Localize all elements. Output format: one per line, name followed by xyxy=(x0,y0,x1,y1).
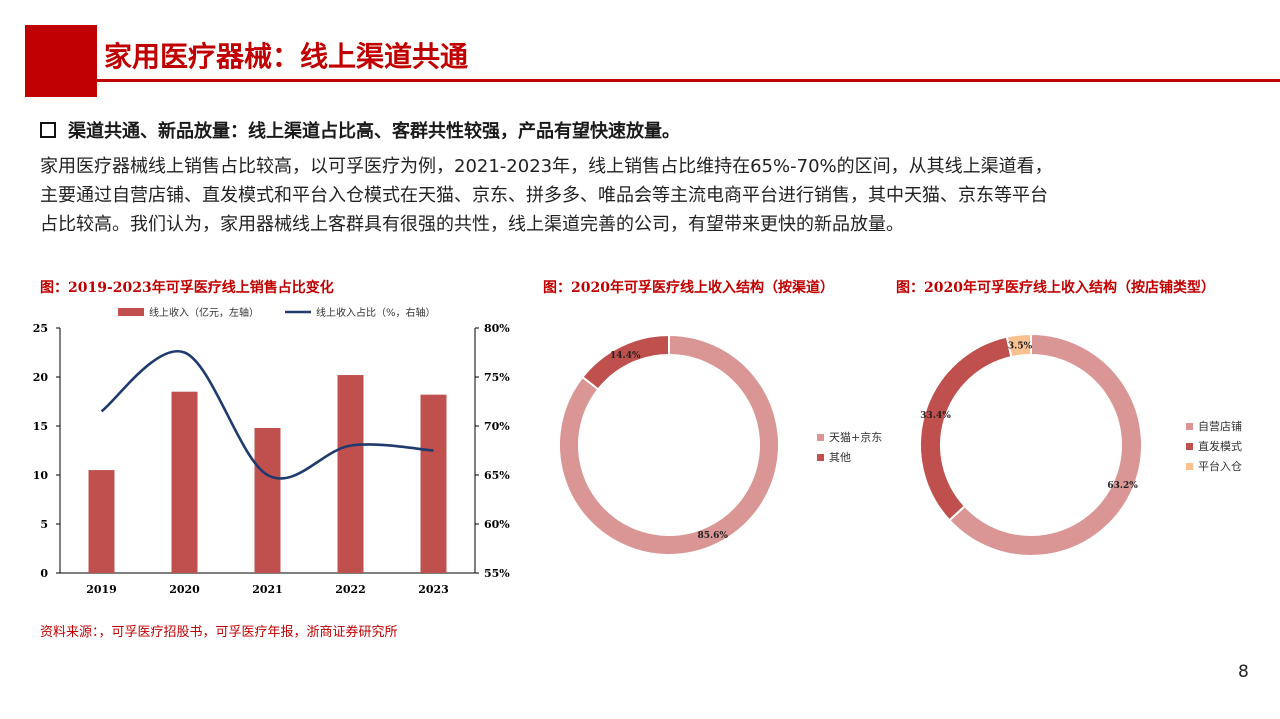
source-note: 资料来源：，可孚医疗招股书，可孚医疗年报，浙商证券研究所 xyxy=(40,625,398,640)
x-axis-tick-label: 2023 xyxy=(418,583,449,596)
right-axis-tick-label: 75% xyxy=(484,371,510,384)
legend-label-slice: 自营店铺 xyxy=(1198,419,1242,433)
page-number: 8 xyxy=(1238,662,1249,682)
body-paragraph: 家用医疗器械线上销售占比较高，以可孚医疗为例，2021-2023年，线上销售占比… xyxy=(40,152,1250,239)
bar-online-revenue xyxy=(88,470,115,573)
donut-data-label: 85.6% xyxy=(697,531,728,541)
x-axis-tick-label: 2022 xyxy=(335,583,366,596)
right-axis-tick-label: 55% xyxy=(484,567,510,580)
x-axis-tick-label: 2019 xyxy=(86,583,117,596)
body-line: 主要通过自营店铺、直发模式和平台入仓模式在天猫、京东、拼多多、唯品会等主流电商平… xyxy=(40,185,1048,206)
right-axis-tick-label: 70% xyxy=(484,420,510,433)
donut-data-label: 3.5% xyxy=(1008,342,1033,352)
donut-slice xyxy=(558,333,780,556)
bar-online-revenue xyxy=(254,427,281,573)
donut-data-label: 14.4% xyxy=(610,351,641,361)
donut-slice xyxy=(1005,332,1032,359)
line-online-share xyxy=(100,349,434,480)
body-line: 占比较高。我们认为，家用器械线上客群具有很强的共性，线上渠道完善的公司，有望带来… xyxy=(40,214,904,235)
legend-label-bar: 线上收入（亿元，左轴） xyxy=(149,306,259,319)
legend-label-slice: 平台入仓 xyxy=(1198,459,1242,473)
left-axis-tick-label: 5 xyxy=(40,518,48,531)
bar-online-revenue xyxy=(171,391,198,573)
legend-swatch-slice xyxy=(1186,423,1193,430)
page-title: 家用医疗器械：线上渠道共通 xyxy=(104,40,469,73)
key-point: 渠道共通、新品放量：线上渠道占比高、客群共性较强，产品有望快速放量。 xyxy=(40,117,680,143)
legend-label-slice: 直发模式 xyxy=(1198,439,1242,453)
right-axis-tick-label: 65% xyxy=(484,469,510,482)
legend-swatch-bar xyxy=(118,308,144,316)
right-axis-tick-label: 80% xyxy=(484,322,510,335)
donut-slice xyxy=(948,332,1143,557)
left-axis-tick-label: 15 xyxy=(33,420,48,433)
online-share-combo-chart: 0 5 10 15 20 25 55% 60% 65% 70% 75% 80% 2019 2020 2021… xyxy=(33,306,511,596)
donut-data-label: 63.2% xyxy=(1107,481,1138,491)
legend-swatch-slice xyxy=(1186,463,1193,470)
legend-swatch-slice xyxy=(1186,443,1193,450)
left-axis-tick-label: 25 xyxy=(33,322,48,335)
legend-label-slice: 其他 xyxy=(829,451,851,464)
donut-data-label: 33.4% xyxy=(920,411,951,421)
square-bullet-icon xyxy=(40,122,56,138)
legend-swatch-slice xyxy=(817,434,824,441)
right-axis-tick-label: 60% xyxy=(484,518,510,531)
legend-label-slice: 天猫+京东 xyxy=(829,430,882,444)
title-accent-block xyxy=(25,25,97,97)
left-axis-tick-label: 0 xyxy=(40,567,48,580)
chart-title-store-pie: 图：2020年可孚医疗线上收入结构（按店铺类型） xyxy=(896,280,1215,296)
bar-online-revenue xyxy=(420,394,447,573)
x-axis-tick-label: 2021 xyxy=(252,583,283,596)
donut-slice xyxy=(581,333,670,391)
legend-swatch-slice xyxy=(817,454,824,461)
key-point-text: 渠道共通、新品放量：线上渠道占比高、客群共性较强，产品有望快速放量。 xyxy=(68,121,680,142)
left-axis-tick-label: 20 xyxy=(33,371,49,384)
chart-title-online-share: 图：2019-2023年可孚医疗线上销售占比变化 xyxy=(40,280,334,296)
legend-label-line: 线上收入占比（%，右轴） xyxy=(316,306,436,319)
bar-online-revenue xyxy=(337,375,364,573)
x-axis-tick-label: 2020 xyxy=(169,583,200,596)
left-axis-tick-label: 10 xyxy=(33,469,49,482)
title-band xyxy=(97,33,1280,82)
body-line: 家用医疗器械线上销售占比较高，以可孚医疗为例，2021-2023年，线上销售占比… xyxy=(40,156,1053,177)
chart-title-channel-pie: 图：2020年可孚医疗线上收入结构（按渠道） xyxy=(543,280,834,296)
donut-slice xyxy=(919,335,1013,522)
